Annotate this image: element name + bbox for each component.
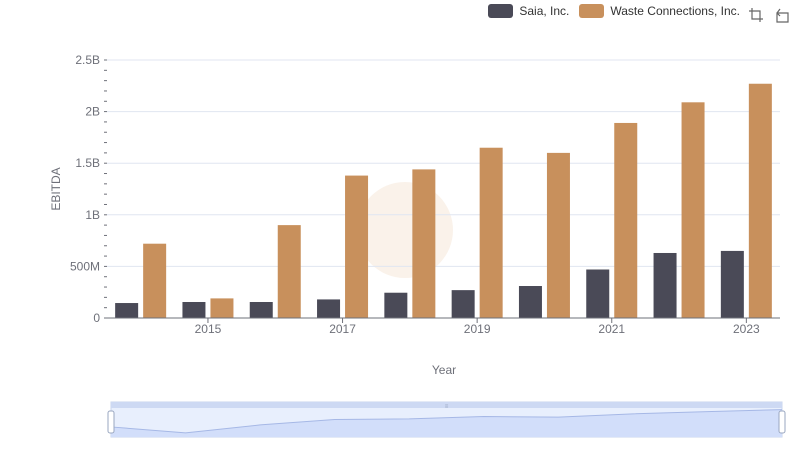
- bar-saia-2016[interactable]: [249, 302, 273, 318]
- legend-item-saia[interactable]: Saia, Inc.: [488, 4, 569, 18]
- y-axis-title: EBITDA: [49, 167, 63, 210]
- bar-waste-connections-2018[interactable]: [412, 169, 436, 318]
- y-tick-label: 0: [93, 311, 100, 325]
- toolbox: [748, 7, 790, 23]
- bar-waste-connections-2014[interactable]: [143, 243, 167, 318]
- bar-saia-2022[interactable]: [653, 252, 677, 318]
- data-zoom-slider[interactable]: ≡: [107, 401, 786, 438]
- bar-waste-connections-2020[interactable]: [546, 152, 570, 318]
- y-tick-label: 1B: [85, 208, 100, 222]
- x-tick-label: 2019: [464, 322, 491, 336]
- restore-icon[interactable]: [774, 7, 790, 23]
- bar-saia-2019[interactable]: [451, 290, 475, 318]
- legend-label-saia: Saia, Inc.: [519, 4, 570, 18]
- y-tick-label: 2.5B: [75, 53, 100, 67]
- bar-saia-2020[interactable]: [518, 286, 542, 318]
- bar-saia-2018[interactable]: [384, 292, 408, 318]
- y-tick-label: 2B: [85, 105, 100, 119]
- bar-saia-2023[interactable]: [720, 250, 744, 318]
- zoom-move-bar[interactable]: [111, 402, 782, 408]
- legend-swatch-waste-connections: [579, 4, 605, 18]
- bar-waste-connections-2017[interactable]: [345, 175, 369, 318]
- zoom-preview-line: [110, 409, 783, 434]
- x-tick-label: 2023: [733, 322, 760, 336]
- bar-saia-2017[interactable]: [317, 299, 341, 318]
- legend-label-waste-connections: Waste Connections, Inc.: [610, 4, 740, 18]
- y-tick-label: 500M: [70, 259, 100, 273]
- bar-waste-connections-2021[interactable]: [614, 122, 638, 319]
- bar-waste-connections-2019[interactable]: [479, 147, 503, 318]
- legend-item-waste-connections[interactable]: Waste Connections, Inc.: [579, 4, 740, 18]
- x-tick-label: 2015: [195, 322, 222, 336]
- legend-swatch-saia: [488, 4, 514, 18]
- zoom-handle-left[interactable]: [107, 410, 115, 434]
- zoom-handle-right[interactable]: [778, 410, 786, 434]
- bars: [115, 83, 772, 319]
- x-tick-label: 2021: [598, 322, 625, 336]
- zoom-icon[interactable]: [748, 7, 764, 23]
- watermark-logo: [357, 182, 453, 278]
- zoom-preview-area: [111, 409, 782, 437]
- bar-saia-2015[interactable]: [182, 302, 206, 318]
- legend: Saia, Inc. Waste Connections, Inc.: [488, 4, 740, 18]
- x-axis-title: Year: [432, 363, 456, 377]
- bar-saia-2014[interactable]: [115, 303, 139, 318]
- y-tick-label: 1.5B: [75, 156, 100, 170]
- y-axis-ticks: 0 500M 1B 1.5B 2B 2.5B: [70, 53, 107, 325]
- bar-waste-connections-2016[interactable]: [277, 225, 301, 318]
- bar-waste-connections-2023[interactable]: [748, 83, 772, 319]
- watermark-circle: [357, 182, 453, 278]
- bar-waste-connections-2015[interactable]: [210, 298, 234, 318]
- bar-saia-2021[interactable]: [586, 269, 610, 318]
- x-axis: 2015 2017 2019 2021 2023: [107, 317, 780, 336]
- bar-waste-connections-2022[interactable]: [681, 102, 705, 318]
- zoom-grip-icon[interactable]: ≡: [445, 404, 449, 410]
- x-tick-label: 2017: [329, 322, 356, 336]
